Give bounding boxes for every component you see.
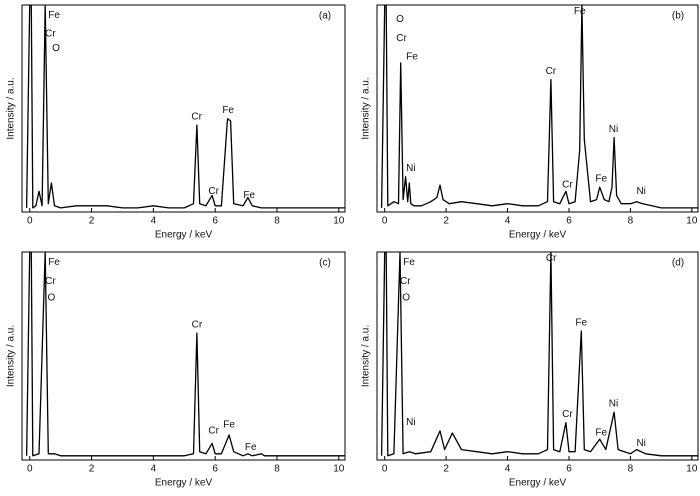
x-tick-label: 2 bbox=[443, 216, 449, 227]
peak-label: Cr bbox=[191, 111, 202, 122]
x-axis-label: Energy / keV bbox=[155, 478, 213, 489]
panel: 0 2 4 6 8 10 Energy / keV Intensity / a.u. (d) Fe… bbox=[361, 251, 699, 489]
peak-label: Ni bbox=[406, 163, 415, 174]
peak-label: Cr bbox=[192, 319, 203, 330]
peak-label: Ni bbox=[609, 124, 618, 135]
y-axis-label: Intensity / a.u. bbox=[6, 325, 17, 387]
panel-label: (d) bbox=[672, 258, 684, 269]
x-tick-label: 0 bbox=[27, 216, 33, 227]
peak-label: Fe bbox=[223, 419, 235, 430]
frame bbox=[376, 251, 699, 461]
peak-label: O bbox=[47, 292, 55, 303]
x-tick-label: 10 bbox=[333, 464, 345, 475]
panel-label: (c) bbox=[319, 258, 331, 269]
peak-label: Fe bbox=[595, 428, 607, 439]
x-tick-label: 10 bbox=[686, 216, 698, 227]
x-tick-label: 2 bbox=[443, 464, 449, 475]
x-tick-label: 10 bbox=[686, 464, 698, 475]
peak-label: Cr bbox=[400, 276, 411, 287]
peak-label: Cr bbox=[562, 409, 573, 420]
peak-label: Fe bbox=[243, 190, 255, 201]
peak-label: Fe bbox=[222, 105, 234, 116]
spectrum-line bbox=[380, 252, 698, 457]
peak-label: Fe bbox=[48, 10, 60, 21]
frame bbox=[376, 4, 699, 213]
x-axis-label: Energy / keV bbox=[509, 478, 567, 489]
panel: 0 2 4 6 8 10 Energy / keV Intensity / a.u. (a) Fe… bbox=[6, 4, 346, 241]
peak-label: Cr bbox=[396, 33, 407, 44]
x-tick-label: 4 bbox=[151, 464, 157, 475]
peak-label: Fe bbox=[595, 174, 607, 185]
x-tick-label: 8 bbox=[628, 464, 634, 475]
peak-label: O bbox=[396, 14, 404, 25]
spectrum-line bbox=[25, 252, 345, 457]
x-tick-label: 0 bbox=[382, 464, 388, 475]
panel-label: (a) bbox=[319, 11, 331, 22]
y-axis-label: Intensity / a.u. bbox=[6, 77, 17, 139]
x-tick-label: 6 bbox=[566, 216, 572, 227]
x-tick-label: 10 bbox=[333, 216, 345, 227]
peak-label: Ni bbox=[406, 417, 415, 428]
x-tick-label: 8 bbox=[274, 216, 280, 227]
peak-label: Cr bbox=[208, 186, 219, 197]
x-tick-label: 4 bbox=[505, 464, 511, 475]
x-tick-label: 4 bbox=[505, 216, 511, 227]
peak-label: Fe bbox=[245, 442, 257, 453]
frame bbox=[21, 251, 346, 461]
spectrum-line bbox=[25, 5, 345, 209]
x-tick-label: 6 bbox=[212, 216, 218, 227]
peak-label: O bbox=[52, 43, 60, 54]
peak-label: Cr bbox=[562, 180, 573, 191]
x-axis-label: Energy / keV bbox=[155, 230, 213, 241]
peak-label: Cr bbox=[208, 426, 219, 437]
x-axis-label: Energy / keV bbox=[509, 230, 567, 241]
peak-label: Ni bbox=[636, 186, 645, 197]
peak-label: Ni bbox=[636, 438, 645, 449]
x-tick-label: 6 bbox=[212, 464, 218, 475]
x-tick-label: 2 bbox=[89, 464, 95, 475]
y-axis-label: Intensity / a.u. bbox=[361, 77, 372, 139]
x-tick-label: 8 bbox=[628, 216, 634, 227]
x-tick-label: 0 bbox=[27, 464, 33, 475]
panel-label: (b) bbox=[672, 11, 684, 22]
peak-label: Cr bbox=[45, 276, 56, 287]
peak-label: Fe bbox=[574, 6, 586, 17]
x-tick-label: 0 bbox=[382, 216, 388, 227]
x-tick-label: 2 bbox=[89, 216, 95, 227]
peak-label: Cr bbox=[546, 253, 557, 264]
peak-label: Fe bbox=[575, 317, 587, 328]
peak-label: Fe bbox=[403, 257, 415, 268]
peak-label: Cr bbox=[546, 66, 557, 77]
x-tick-label: 4 bbox=[151, 216, 157, 227]
peak-label: Cr bbox=[45, 29, 56, 40]
peak-label: Fe bbox=[406, 51, 418, 62]
peak-label: Ni bbox=[609, 398, 618, 409]
spectrum-line bbox=[380, 5, 698, 209]
x-tick-label: 6 bbox=[566, 464, 572, 475]
panel: 0 2 4 6 8 10 Energy / keV Intensity / a.u. (c) Fe… bbox=[6, 251, 346, 489]
frame bbox=[21, 4, 346, 213]
peak-label: O bbox=[402, 292, 410, 303]
x-tick-label: 8 bbox=[274, 464, 280, 475]
y-axis-label: Intensity / a.u. bbox=[361, 325, 372, 387]
peak-label: Fe bbox=[48, 257, 60, 268]
